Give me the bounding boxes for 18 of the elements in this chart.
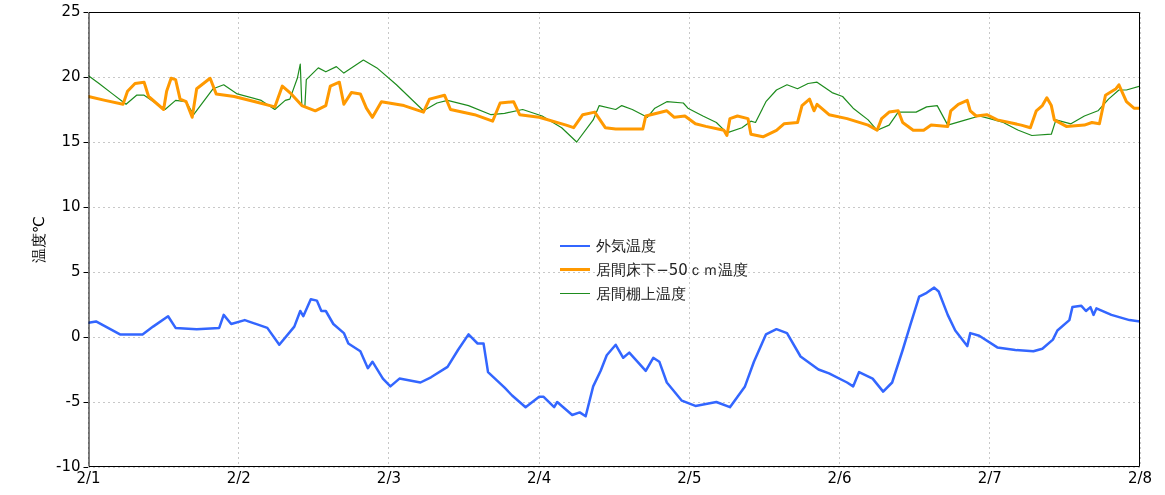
y-tick-label: 5 <box>70 261 81 280</box>
x-tick-label: 2/2 <box>226 468 251 487</box>
x-tick-label: 2/6 <box>827 468 852 487</box>
legend-label: 外気温度 <box>596 235 657 257</box>
y-tick-label: -5 <box>65 391 81 410</box>
y-tick-label: 10 <box>61 196 81 215</box>
y-axis-title: 温度℃ <box>29 216 48 263</box>
y-tick-label: 20 <box>61 66 81 85</box>
y-tick-label: 25 <box>61 1 81 20</box>
legend-label: 居間床下−50ｃｍ温度 <box>596 259 748 281</box>
x-tick-label: 2/4 <box>527 468 552 487</box>
y-tick-label: 0 <box>70 326 81 345</box>
x-tick-label: 2/7 <box>977 468 1002 487</box>
y-tick-label: 15 <box>61 131 81 150</box>
x-tick-label: 2/3 <box>376 468 401 487</box>
x-tick-label: 2/8 <box>1127 468 1153 487</box>
legend-label: 居間棚上温度 <box>596 283 687 305</box>
x-tick-label: 2/5 <box>677 468 702 487</box>
